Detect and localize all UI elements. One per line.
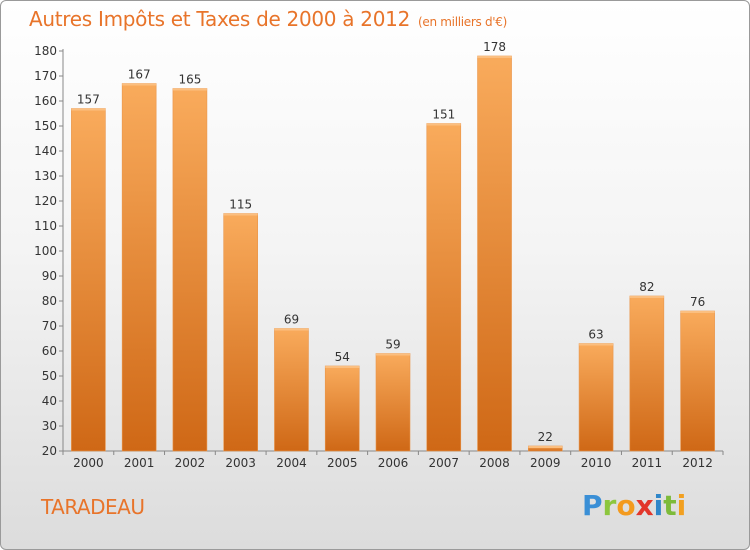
bar-top-highlight: [528, 446, 563, 448]
data-label-2001: 167: [128, 68, 151, 82]
logo-letter: P: [582, 489, 603, 522]
y-tick-label: 150: [34, 119, 57, 133]
y-tick-label: 140: [34, 144, 57, 158]
data-label-2011: 82: [639, 280, 654, 294]
data-label-2004: 69: [284, 313, 299, 327]
bar-2006: [375, 353, 411, 452]
bar-2003: [223, 213, 258, 452]
x-tick-label-2011: 2011: [632, 456, 663, 470]
logo-letter: i: [676, 489, 687, 522]
data-label-2002: 165: [178, 73, 201, 87]
y-tick-label: 160: [34, 94, 57, 108]
bar-top-highlight: [71, 108, 106, 111]
bar-2004: [274, 328, 309, 452]
x-tick-label-2010: 2010: [581, 456, 612, 470]
x-tick-label-2009: 2009: [530, 456, 561, 470]
bar-top-highlight: [477, 56, 512, 58]
bar-top-highlight: [274, 328, 309, 331]
x-tick-label-2003: 2003: [225, 456, 256, 470]
bar-top-highlight: [579, 343, 614, 346]
x-tick-label-2006: 2006: [378, 456, 409, 470]
chart-bars: [71, 55, 715, 452]
proxiti-logo: Proxiti: [582, 489, 686, 522]
x-tick-label-2012: 2012: [682, 456, 713, 470]
bar-top-highlight: [325, 366, 360, 368]
bar-top-highlight: [680, 311, 715, 313]
data-label-2009: 22: [538, 430, 553, 444]
data-label-2005: 54: [335, 350, 350, 364]
x-tick-label-2004: 2004: [276, 456, 307, 470]
y-tick-label: 20: [42, 444, 57, 458]
bar-2010: [578, 343, 614, 452]
bar-top-highlight: [376, 353, 410, 356]
commune-name: TARADEAU: [41, 495, 145, 519]
x-tick-label-2008: 2008: [479, 456, 510, 470]
y-tick-label: 110: [34, 219, 57, 233]
bar-top-highlight: [172, 88, 207, 91]
y-tick-label: 30: [42, 419, 57, 433]
y-tick-label: 90: [42, 269, 57, 283]
logo-letter: o: [616, 489, 636, 522]
bar-top-highlight: [122, 83, 157, 86]
bar-2000: [71, 108, 106, 452]
chart-title-text: Autres Impôts et Taxes de 2000 à 2012: [29, 7, 410, 31]
logo-letter: x: [635, 489, 654, 522]
y-tick-label: 80: [42, 294, 57, 308]
y-tick-label: 130: [34, 169, 57, 183]
data-label-2010: 63: [588, 328, 603, 342]
chart-axes: 20 30 40 50 60 70 80 90 100 110 120 130 140 150 160 170…: [34, 44, 724, 470]
bar-2007: [426, 123, 462, 452]
bar-2008: [477, 55, 512, 452]
bar-top-highlight: [223, 213, 258, 216]
data-label-2000: 157: [77, 93, 100, 107]
x-tick-label-2007: 2007: [428, 456, 459, 470]
x-tick-label-2005: 2005: [327, 456, 358, 470]
bar-top-highlight: [426, 123, 461, 126]
x-tick-label-2000: 2000: [73, 456, 104, 470]
y-tick-label: 40: [42, 394, 57, 408]
y-tick-label: 180: [34, 44, 57, 58]
x-tick-label-2002: 2002: [175, 456, 206, 470]
chart-data-labels: 157 167 165 115 69 54 59 151 178 22 63 82 76: [77, 40, 705, 444]
bar-2005: [324, 365, 360, 452]
y-tick-label: 60: [42, 344, 57, 358]
y-tick-label: 120: [34, 194, 57, 208]
y-tick-label: 50: [42, 369, 57, 383]
y-tick-label: 70: [42, 319, 57, 333]
data-label-2012: 76: [690, 295, 705, 309]
x-tick-label-2001: 2001: [124, 456, 155, 470]
chart-subtitle: (en milliers d'€): [418, 15, 508, 29]
bar-2002: [172, 88, 208, 452]
bar-2011: [629, 295, 665, 452]
data-label-2008: 178: [483, 40, 506, 54]
bar-top-highlight: [629, 296, 664, 298]
y-tick-label: 170: [34, 69, 57, 83]
logo-letter: t: [663, 489, 677, 522]
data-label-2006: 59: [385, 338, 400, 352]
data-label-2007: 151: [432, 108, 455, 122]
logo-letter: i: [653, 489, 664, 522]
data-label-2003: 115: [229, 198, 252, 212]
bar-2012: [680, 310, 715, 452]
chart-title: Autres Impôts et Taxes de 2000 à 2012 (en…: [29, 7, 507, 31]
y-tick-label: 100: [34, 244, 57, 258]
bar-2001: [121, 83, 157, 452]
logo-letter: r: [602, 489, 617, 522]
